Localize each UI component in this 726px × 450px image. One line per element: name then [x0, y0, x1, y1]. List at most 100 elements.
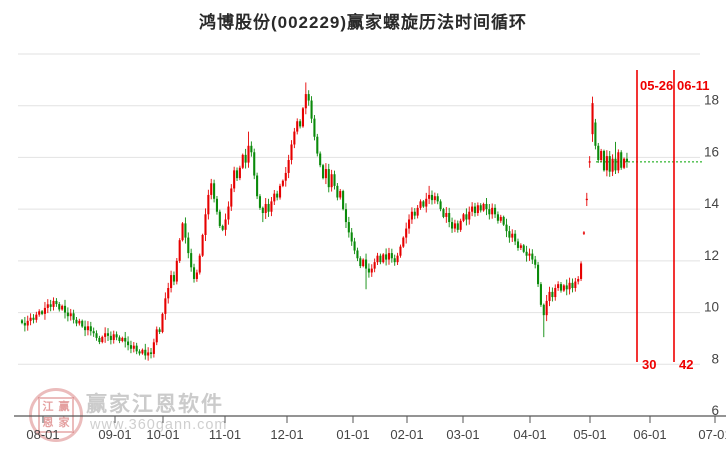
candle-body: [514, 233, 517, 242]
candle-body: [324, 169, 327, 179]
candle-body: [138, 351, 141, 354]
candle-body: [502, 216, 505, 225]
candle-body: [393, 258, 396, 263]
candle-body: [215, 198, 219, 212]
time-cycle-count-label: 42: [679, 357, 693, 372]
candle-body: [319, 153, 322, 166]
candle-body: [419, 201, 422, 208]
candle-body: [376, 255, 379, 263]
candle-body: [29, 317, 32, 321]
candle-body: [416, 207, 419, 216]
candle-body: [548, 291, 551, 301]
candle-body: [235, 170, 239, 179]
candle-body: [620, 152, 623, 168]
candle-body: [605, 156, 608, 171]
seal-char: 赢: [58, 400, 70, 413]
candle-body: [350, 232, 353, 242]
candle-body: [396, 255, 399, 263]
candle-body: [534, 259, 537, 265]
candle-body: [407, 219, 411, 229]
candle-body: [476, 205, 479, 214]
candle-body: [399, 246, 402, 256]
candle-body: [184, 223, 187, 238]
candle-body: [511, 233, 514, 238]
candle-body: [72, 313, 75, 320]
y-tick-label: 16: [704, 144, 719, 159]
candle-body: [167, 288, 170, 299]
candle-body: [247, 145, 250, 163]
candle-body: [402, 237, 405, 247]
candle-body: [588, 161, 591, 163]
candle-body: [181, 223, 184, 241]
candle-body: [448, 213, 451, 223]
candle-body: [542, 304, 545, 316]
candle-body: [551, 291, 554, 298]
candle-body: [43, 307, 46, 314]
candle-body: [178, 240, 181, 261]
candle-body: [253, 152, 256, 176]
candle-body: [485, 203, 488, 210]
candle-body: [75, 319, 78, 324]
candle-body: [115, 334, 118, 338]
candle-body: [459, 220, 462, 230]
candle-body: [121, 337, 124, 342]
watermark-seal-grid: 江 赢 恩 家: [38, 397, 74, 433]
candle-body: [382, 254, 385, 263]
candle-body: [617, 152, 620, 171]
x-tick-label: 03-01: [446, 427, 479, 442]
candle-body: [158, 329, 161, 332]
candle-body: [204, 214, 207, 235]
candle-body: [149, 352, 153, 354]
candle-body: [525, 251, 528, 256]
candle-body: [244, 154, 247, 163]
candle-body: [106, 333, 110, 336]
candle-body: [494, 207, 497, 215]
candle-body: [98, 337, 101, 343]
candle-body: [161, 313, 164, 332]
candle-body: [364, 259, 368, 269]
y-tick-label: 12: [704, 248, 719, 263]
candle-body: [608, 156, 611, 172]
candle-body: [81, 320, 84, 327]
candle-body: [267, 203, 270, 212]
candle-body: [362, 259, 365, 267]
candle-body: [602, 150, 606, 171]
candle-body: [522, 245, 525, 252]
candle-body: [562, 285, 565, 291]
y-tick-label: 8: [711, 351, 719, 366]
candle-body: [614, 158, 617, 171]
time-cycle-date-label: 06-11: [677, 78, 710, 93]
candle-body: [539, 284, 542, 305]
y-tick-label: 10: [704, 300, 719, 315]
candle-body: [147, 352, 150, 356]
candle-body: [124, 337, 127, 342]
candle-body: [195, 272, 198, 279]
candle-body: [333, 174, 336, 186]
x-tick-label: 05-01: [573, 427, 606, 442]
candle-body: [425, 198, 428, 207]
x-tick-label: 10-01: [146, 427, 179, 442]
candle-body: [23, 322, 26, 326]
candle-body: [41, 311, 44, 314]
candle-body: [58, 304, 61, 310]
candle-body: [462, 214, 465, 221]
candle-body: [241, 154, 244, 168]
candle-body: [224, 219, 227, 230]
candle-body: [69, 313, 72, 317]
candle-body: [465, 214, 468, 220]
watermark-seal-icon: 江 赢 恩 家: [29, 388, 83, 442]
candle-body: [233, 170, 236, 189]
candle-body: [442, 209, 445, 217]
time-cycle-count-label: 30: [642, 357, 656, 372]
candle-body: [256, 175, 259, 197]
candle-body: [600, 150, 603, 161]
candle-body: [491, 207, 494, 215]
candle-body: [568, 282, 571, 290]
candle-body: [482, 203, 485, 211]
candle-body: [582, 232, 585, 234]
candle-body: [127, 341, 130, 346]
seal-char: 江: [42, 400, 54, 413]
candle-body: [611, 158, 614, 172]
